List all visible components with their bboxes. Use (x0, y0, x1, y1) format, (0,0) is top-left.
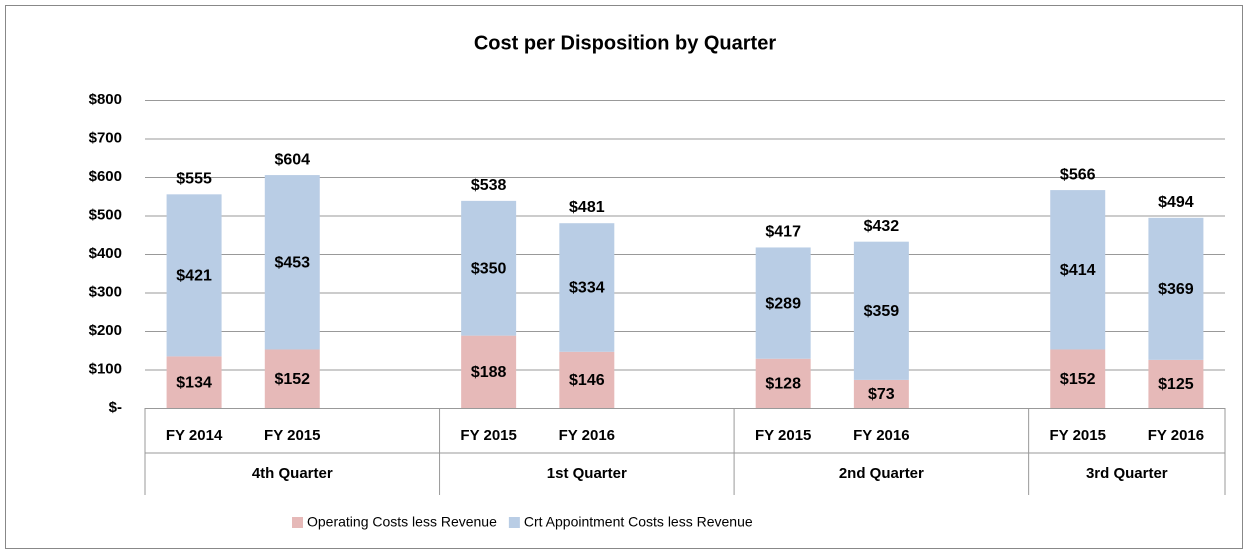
data-label: $152 (274, 371, 310, 388)
x-tick-label: FY 2016 (1148, 427, 1204, 444)
bar-segment (559, 223, 615, 352)
x-tick-label: FY 2016 (853, 427, 909, 444)
data-label: $128 (765, 376, 801, 393)
group-label: 4th Quarter (252, 465, 333, 482)
x-tick-label: FY 2015 (264, 427, 320, 444)
total-label: $604 (274, 152, 310, 169)
bar-segment (1050, 190, 1106, 350)
data-label: $350 (471, 260, 507, 277)
x-tick-label: FY 2015 (755, 427, 811, 444)
group-label: 1st Quarter (547, 465, 627, 482)
y-tick-label: $300 (89, 283, 122, 300)
bar-segment (755, 358, 811, 408)
group-label: 3rd Quarter (1086, 465, 1168, 482)
data-label: $414 (1060, 262, 1096, 279)
x-tick-label: FY 2015 (1050, 427, 1106, 444)
legend-label: Operating Costs less Revenue (307, 514, 497, 530)
data-label: $152 (1060, 371, 1096, 388)
y-tick-label: $800 (89, 91, 122, 108)
group-label: 2nd Quarter (839, 465, 924, 482)
bar-segment (559, 351, 615, 408)
bar-segment (166, 356, 222, 408)
data-label: $421 (176, 268, 212, 285)
bar-segment (166, 194, 222, 357)
y-tick-label: $- (109, 399, 122, 416)
bar-segment (853, 241, 909, 380)
data-label: $146 (569, 372, 605, 389)
bar-segment (1050, 349, 1106, 408)
bar-segment (755, 247, 811, 359)
data-label: $369 (1158, 281, 1194, 298)
chart-title: Cost per Disposition by Quarter (474, 32, 776, 54)
legend-swatch (508, 517, 520, 528)
bar-segment (264, 175, 320, 350)
legend-label: Crt Appointment Costs less Revenue (524, 514, 753, 530)
data-label: $289 (765, 295, 801, 312)
y-tick-label: $600 (89, 168, 122, 185)
bar-segment (461, 200, 517, 336)
y-tick-label: $700 (89, 129, 122, 146)
total-label: $538 (471, 177, 507, 194)
total-label: $417 (765, 224, 801, 241)
bar-segment (853, 379, 909, 408)
total-label: $494 (1158, 194, 1194, 211)
y-tick-label: $200 (89, 322, 122, 339)
y-tick-label: $500 (89, 206, 122, 223)
bar-segment (461, 335, 517, 408)
y-tick-label: $100 (89, 360, 122, 377)
bar-segment (264, 349, 320, 408)
x-tick-label: FY 2014 (166, 427, 223, 444)
data-label: $125 (1158, 376, 1194, 393)
data-label: $73 (868, 386, 895, 403)
y-tick-label: $400 (89, 245, 122, 262)
data-label: $359 (864, 303, 900, 320)
legend-swatch (292, 517, 303, 528)
x-tick-label: FY 2016 (559, 427, 615, 444)
x-tick-label: FY 2015 (460, 427, 516, 444)
bar-segment (1148, 217, 1204, 360)
total-label: $566 (1060, 166, 1096, 183)
data-label: $453 (274, 254, 310, 271)
data-label: $134 (176, 374, 212, 391)
total-label: $432 (864, 218, 900, 235)
total-label: $481 (569, 199, 605, 216)
total-label: $555 (176, 171, 212, 188)
data-label: $334 (569, 280, 605, 297)
bar-segment (1148, 359, 1204, 408)
data-label: $188 (471, 364, 507, 381)
